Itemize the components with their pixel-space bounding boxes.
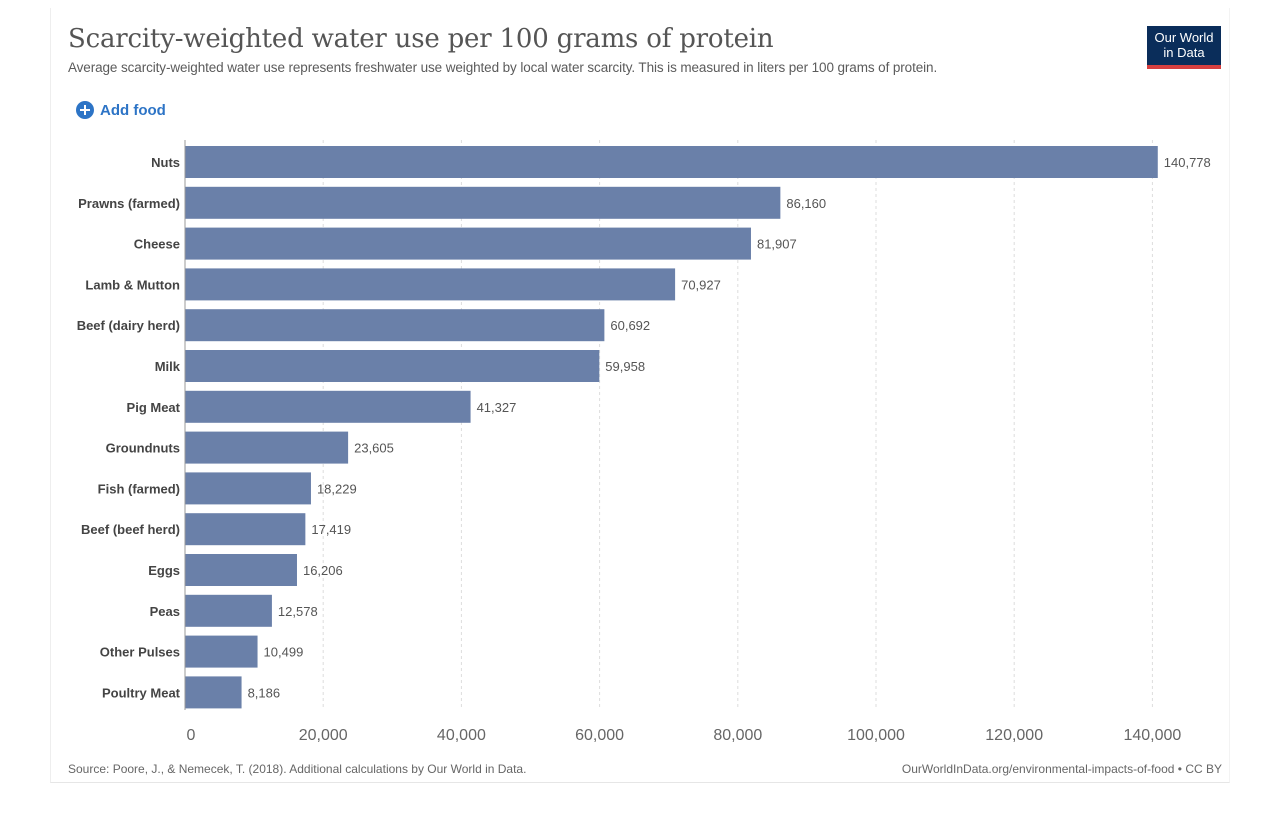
value-label: 10,499 (264, 645, 304, 660)
value-label: 23,605 (354, 441, 394, 456)
chart-title: Scarcity-weighted water use per 100 gram… (68, 24, 774, 54)
bar (185, 390, 471, 423)
x-tick-label: 20,000 (299, 727, 348, 744)
category-label: Milk (155, 359, 181, 374)
bar (185, 146, 1158, 178)
value-label: 60,692 (610, 318, 650, 333)
plus-circle-icon (76, 101, 94, 119)
bar (185, 635, 258, 668)
value-label: 86,160 (786, 196, 826, 211)
value-label: 70,927 (681, 277, 721, 292)
bar (185, 594, 272, 627)
value-label: 59,958 (605, 359, 645, 374)
bar (185, 227, 751, 260)
value-label: 17,419 (311, 522, 351, 537)
x-tick-label: 140,000 (1123, 727, 1181, 744)
category-label: Groundnuts (106, 441, 180, 456)
x-tick-label: 40,000 (437, 727, 486, 744)
x-tick-label: 120,000 (985, 727, 1043, 744)
chart-subtitle: Average scarcity-weighted water use repr… (68, 60, 938, 75)
x-tick-label: 100,000 (847, 727, 905, 744)
bar (185, 186, 781, 219)
bar (185, 309, 605, 342)
bar (185, 472, 311, 505)
value-label: 140,778 (1164, 155, 1211, 170)
bar (185, 513, 306, 546)
source-note: Source: Poore, J., & Nemecek, T. (2018).… (68, 762, 527, 776)
bar (185, 554, 297, 586)
attribution-link[interactable]: OurWorldInData.org/environmental-impacts… (901, 762, 1222, 776)
category-label: Fish (farmed) (98, 481, 180, 496)
logo-line-2: in Data (1163, 45, 1205, 60)
category-label: Cheese (134, 237, 180, 252)
bar (185, 676, 242, 709)
category-label: Beef (beef herd) (81, 522, 180, 537)
category-label: Poultry Meat (102, 685, 181, 700)
value-label: 16,206 (303, 563, 343, 578)
category-label: Lamb & Mutton (85, 277, 180, 292)
add-food-button[interactable]: Add food (76, 101, 166, 119)
add-food-label: Add food (100, 101, 166, 119)
value-label: 81,907 (757, 237, 797, 252)
value-label: 12,578 (278, 604, 318, 619)
category-label: Prawns (farmed) (78, 196, 180, 211)
x-tick-label: 60,000 (575, 727, 624, 744)
value-label: 41,327 (477, 400, 517, 415)
logo-line-1: Our World (1154, 30, 1214, 45)
category-label: Other Pulses (100, 645, 180, 660)
x-tick-label: 0 (187, 727, 196, 744)
x-tick-label: 80,000 (713, 727, 762, 744)
category-label: Nuts (151, 155, 180, 170)
bar (185, 431, 349, 464)
chart-frame (50, 8, 1230, 783)
category-label: Pig Meat (127, 400, 181, 415)
category-label: Beef (dairy herd) (77, 318, 180, 333)
category-label: Eggs (148, 563, 180, 578)
value-label: 8,186 (248, 685, 281, 700)
owid-logo[interactable]: Our World in Data (1147, 26, 1221, 69)
bar (185, 350, 600, 382)
bar (185, 268, 676, 301)
value-label: 18,229 (317, 481, 357, 496)
category-label: Peas (150, 604, 180, 619)
